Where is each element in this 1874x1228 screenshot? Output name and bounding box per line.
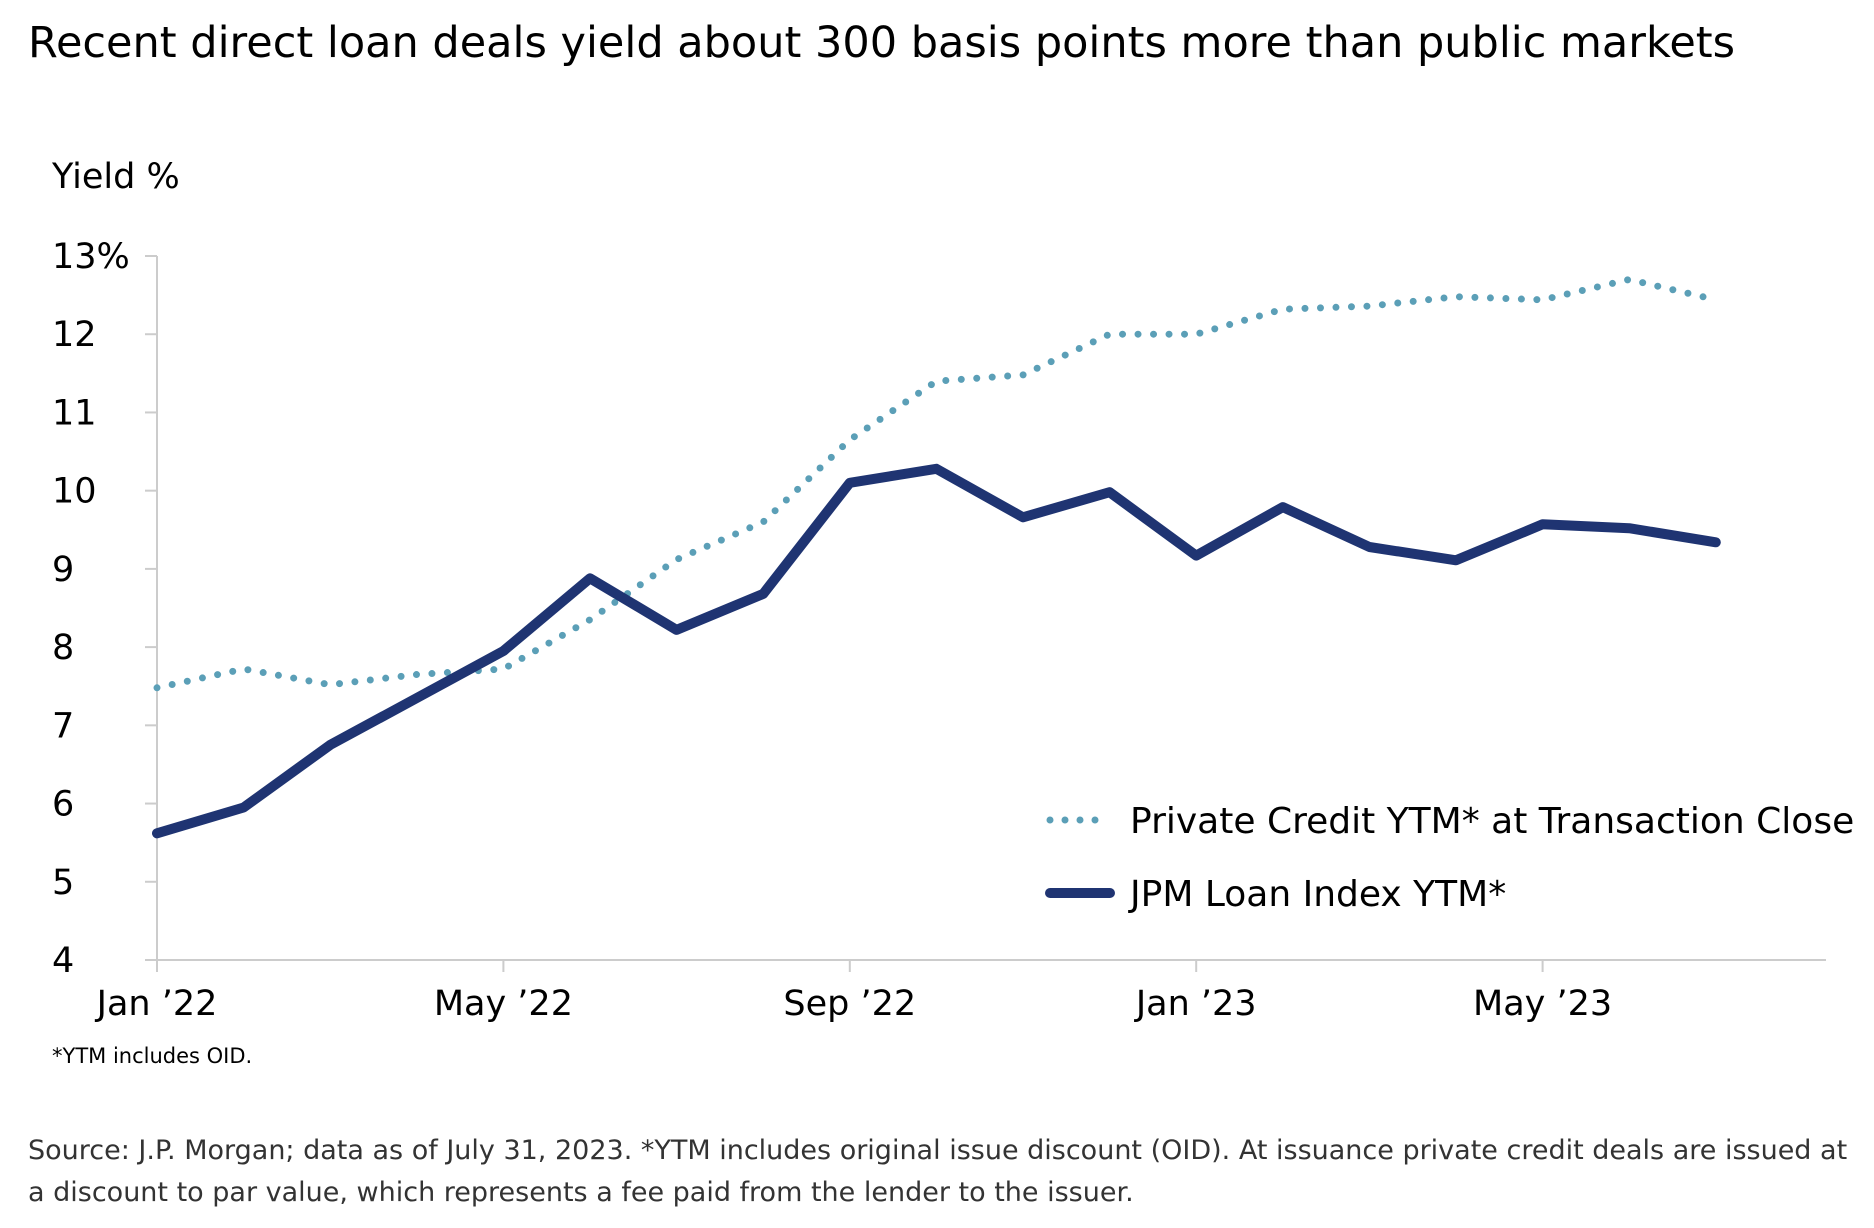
x-tick-label: May ’23 bbox=[1473, 984, 1612, 1024]
legend-label-jpm-loan-index: JPM Loan Index YTM* bbox=[1128, 874, 1506, 915]
y-axis-label: Yield % bbox=[51, 157, 180, 197]
y-tick-label: 8 bbox=[52, 628, 74, 668]
jpm-loan-index-series-line bbox=[152, 463, 1721, 839]
legend-label-private-credit: Private Credit YTM* at Transaction Close bbox=[1130, 801, 1854, 842]
source-note: Source: J.P. Morgan; data as of July 31,… bbox=[28, 1135, 1848, 1208]
x-axis-ticks: Jan ’22 May ’22 Sep ’22 Jan ’23 May ’23 bbox=[95, 960, 1612, 1024]
footnote: *YTM includes OID. bbox=[52, 1044, 253, 1068]
x-tick-label: Sep ’22 bbox=[783, 984, 916, 1024]
legend: Private Credit YTM* at Transaction Close… bbox=[1045, 801, 1854, 915]
series-layer bbox=[152, 276, 1721, 839]
y-tick-label: 13% bbox=[52, 237, 130, 277]
y-tick-label: 9 bbox=[52, 550, 74, 590]
x-tick-label: May ’22 bbox=[434, 984, 573, 1024]
chart-title: Recent direct loan deals yield about 300… bbox=[28, 18, 1736, 68]
x-tick-label: Jan ’23 bbox=[1134, 984, 1257, 1024]
y-tick-label: 10 bbox=[52, 472, 97, 512]
y-tick-label: 6 bbox=[52, 785, 74, 825]
chart-axes bbox=[156, 256, 1826, 961]
y-axis-ticks: 4 5 6 7 8 9 10 11 12 13% bbox=[52, 237, 157, 981]
y-tick-label: 7 bbox=[52, 706, 74, 746]
x-tick-label: Jan ’22 bbox=[95, 984, 218, 1024]
private-credit-series-line bbox=[153, 276, 1720, 692]
y-tick-label: 4 bbox=[52, 941, 74, 981]
y-tick-label: 12 bbox=[52, 315, 97, 355]
y-tick-label: 11 bbox=[52, 393, 97, 433]
y-tick-label: 5 bbox=[52, 863, 74, 903]
